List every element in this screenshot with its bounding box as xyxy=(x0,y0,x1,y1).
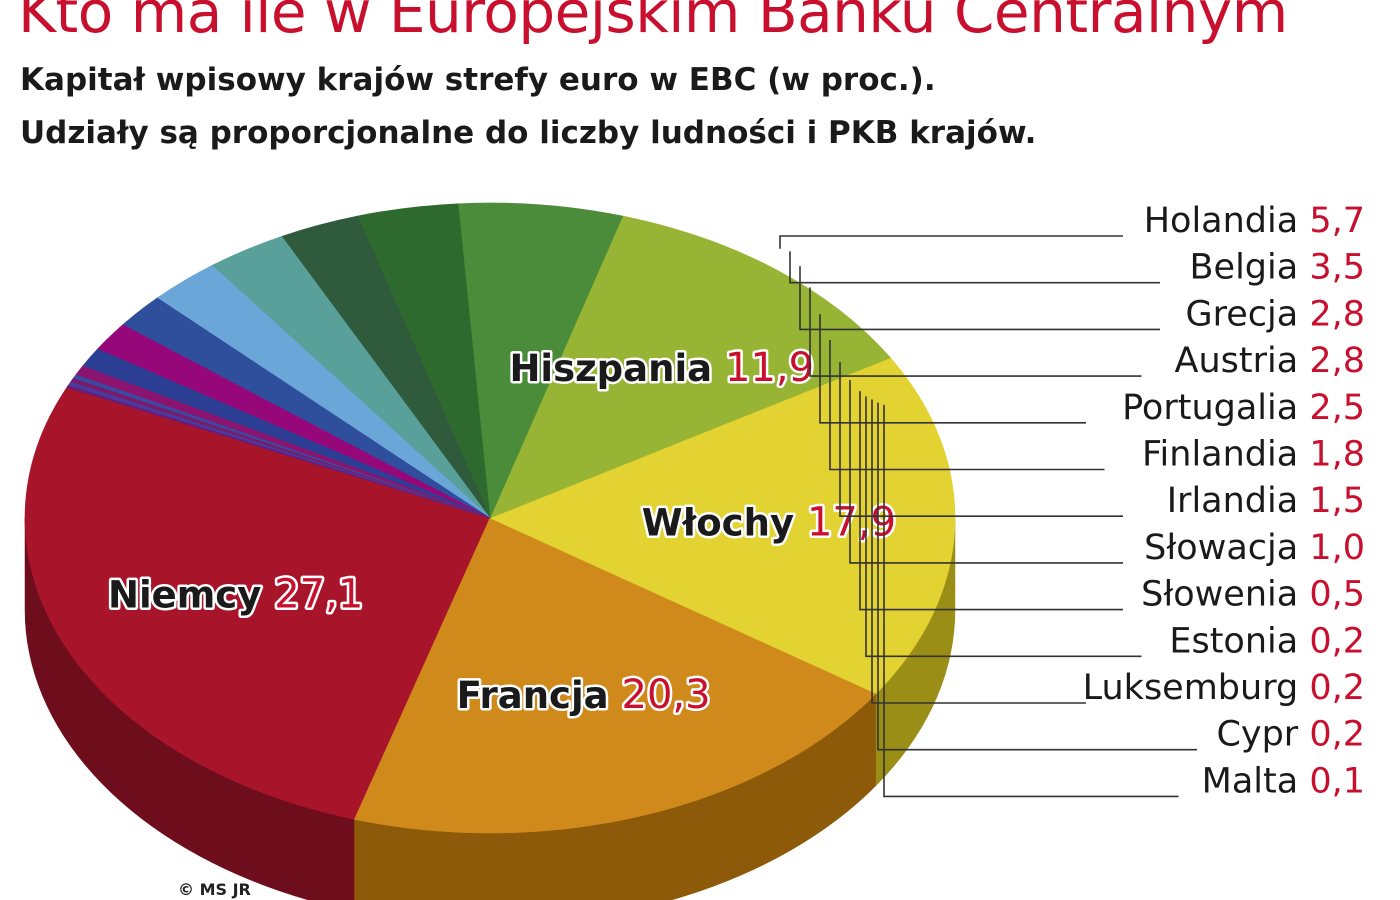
slice-label-name: Niemcy xyxy=(108,574,274,617)
callout-label-slowacja: Słowacja 1,0 xyxy=(1144,528,1365,568)
slice-label-name: Francja xyxy=(457,674,622,717)
callout-name: Malta xyxy=(1202,761,1310,801)
chart-subtitle-line-1: Kapitał wpisowy krajów strefy euro w EBC… xyxy=(20,62,936,98)
callout-label-belgia: Belgia 3,5 xyxy=(1190,248,1365,288)
slice-label-value: 27,1 xyxy=(274,572,363,618)
callout-value: 0,5 xyxy=(1309,575,1365,615)
callout-name: Portugalia xyxy=(1122,388,1309,428)
callout-name: Austria xyxy=(1175,341,1310,381)
slice-label-wlochy: Włochy 17,9 xyxy=(642,499,896,545)
callout-value: 2,5 xyxy=(1309,388,1365,428)
callout-leader-finlandia xyxy=(829,340,1105,471)
callout-value: 1,5 xyxy=(1309,481,1365,521)
slice-label-niemcy: Niemcy 27,1 xyxy=(108,572,363,618)
callout-value: 2,8 xyxy=(1309,341,1365,381)
callout-label-irlandia: Irlandia 1,5 xyxy=(1167,481,1365,521)
pie-slice-niemcy xyxy=(24,387,491,820)
slice-label-hiszpania: Hiszpania 11,9 xyxy=(509,345,814,391)
callout-leader-belgia xyxy=(789,251,1160,284)
inside-labels: Niemcy 27,1 Francja 20,3 Włochy 17,9 Hiszpa… xyxy=(106,343,899,721)
callout-label-slowenia: Słowenia 0,5 xyxy=(1141,575,1365,615)
callout-value: 0,1 xyxy=(1309,761,1365,801)
callout-name: Belgia xyxy=(1190,248,1310,288)
pie-slices xyxy=(24,202,956,834)
callout-name: Irlandia xyxy=(1167,481,1310,521)
pie-slice-malta xyxy=(66,385,491,519)
callout-leader-estonia xyxy=(865,396,1142,658)
chart-subtitle-line-2: Udziały są proporcjonalne do liczby ludn… xyxy=(20,115,1037,151)
callout-value: 0,2 xyxy=(1309,715,1365,755)
callout-label-grecja: Grecja 2,8 xyxy=(1186,294,1366,334)
callout-leader-holandia xyxy=(779,235,1123,249)
callout-leader-grecja xyxy=(799,266,1160,331)
callout-leader-slowacja xyxy=(849,380,1123,564)
callout-value: 0,2 xyxy=(1309,668,1365,708)
callout-value: 3,5 xyxy=(1309,248,1365,288)
callout-label-cypr: Cypr 0,2 xyxy=(1216,715,1365,755)
slice-label-value: 17,9 xyxy=(807,499,896,545)
callout-label-estonia: Estonia 0,2 xyxy=(1169,621,1365,661)
callout-name: Słowacja xyxy=(1144,528,1309,568)
slice-label-value: 11,9 xyxy=(725,345,814,391)
callout-label-luksemburg: Luksemburg 0,2 xyxy=(1083,668,1365,708)
callout-name: Cypr xyxy=(1216,715,1309,755)
pie-slice-francja xyxy=(354,517,877,834)
callout-label-holandia: Holandia 5,7 xyxy=(1144,201,1365,241)
slice-label-name: Hiszpania xyxy=(509,347,725,390)
callout-leader-irlandia xyxy=(839,362,1123,518)
slice-label-value: 20,3 xyxy=(622,672,711,718)
callout-name: Słowenia xyxy=(1141,575,1309,615)
callout-value: 1,0 xyxy=(1309,528,1365,568)
callout-value: 5,7 xyxy=(1309,201,1365,241)
callout-label-malta: Malta 0,1 xyxy=(1202,761,1365,801)
callout-leader-portugalia xyxy=(819,314,1086,424)
callout-leader-luksemburg xyxy=(871,399,1086,704)
callout-label-austria: Austria 2,8 xyxy=(1175,341,1365,381)
callout-leader-cypr xyxy=(877,402,1197,751)
slice-label-name: Włochy xyxy=(642,501,807,544)
pie-slice-hiszpania xyxy=(489,215,891,519)
callout-label-finlandia: Finlandia 1,8 xyxy=(1142,435,1365,475)
callout-leader-austria xyxy=(809,287,1142,377)
copyright-credit: © MS JR xyxy=(178,880,251,899)
callout-value: 2,8 xyxy=(1309,294,1365,334)
callout-name: Luksemburg xyxy=(1083,668,1310,708)
slice-label-francja: Francja 20,3 xyxy=(457,672,711,718)
callout-name: Grecja xyxy=(1186,294,1310,334)
callout-name: Finlandia xyxy=(1142,435,1309,475)
pie-slice-holandia xyxy=(457,202,624,520)
callout-label-portugalia: Portugalia 2,5 xyxy=(1122,388,1365,428)
callout-name: Holandia xyxy=(1144,201,1310,241)
callout-value: 1,8 xyxy=(1309,435,1365,475)
callout-leader-malta xyxy=(883,404,1179,798)
callout-value: 0,2 xyxy=(1309,621,1365,661)
callout-name: Estonia xyxy=(1169,621,1309,661)
chart-title: Kto ma ile w Europejskim Banku Centralny… xyxy=(18,0,1288,46)
callout-leader-slowenia xyxy=(859,391,1123,611)
